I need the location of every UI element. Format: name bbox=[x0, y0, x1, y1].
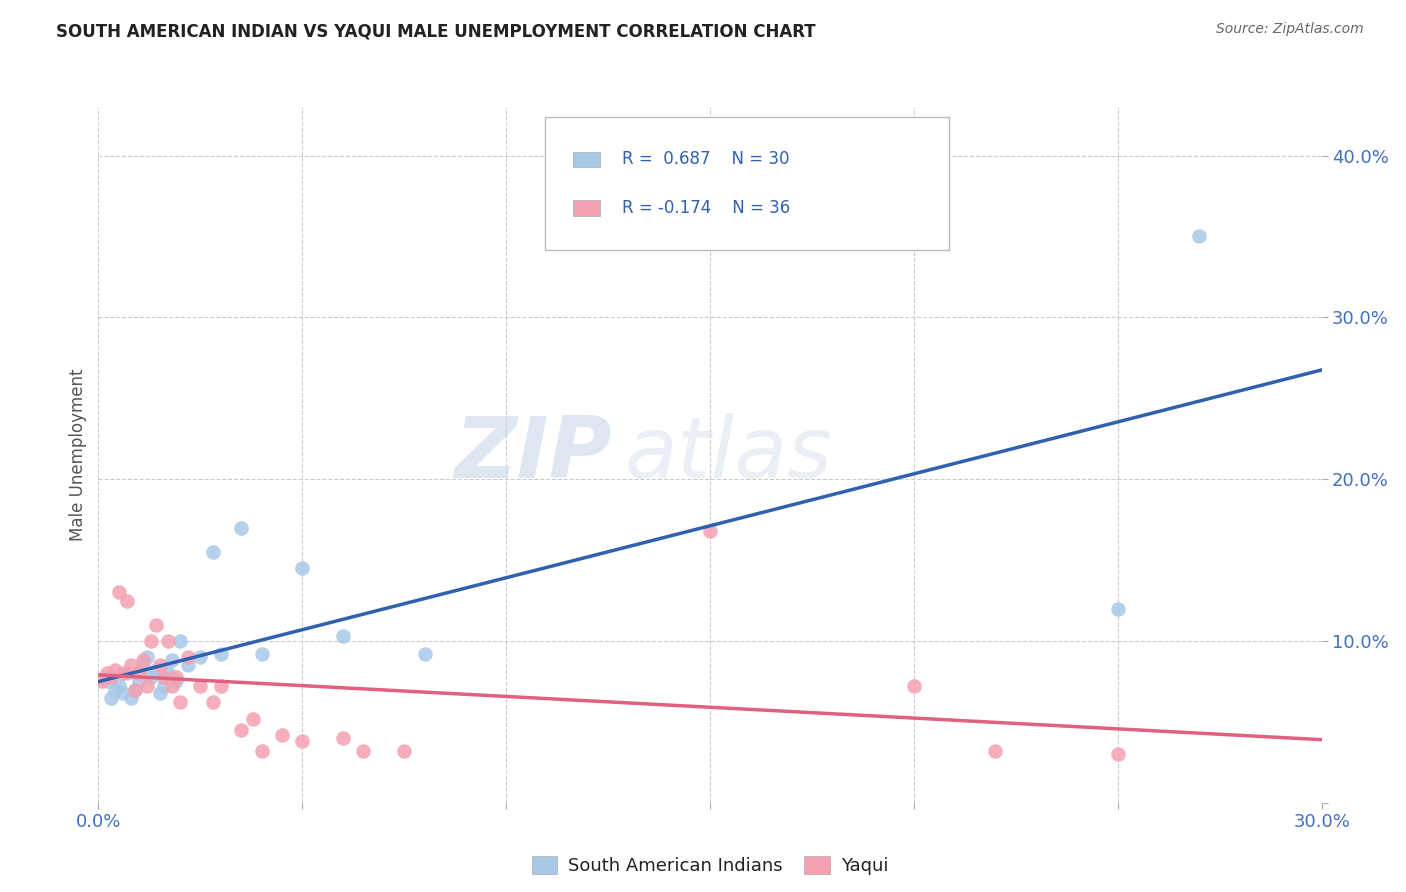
Point bbox=[699, 524, 721, 538]
Point bbox=[165, 670, 187, 684]
Legend: South American Indians, Yaqui: South American Indians, Yaqui bbox=[523, 847, 897, 884]
Point bbox=[111, 686, 134, 700]
Point bbox=[160, 653, 183, 667]
Point bbox=[291, 734, 314, 748]
Point bbox=[332, 629, 354, 643]
Point bbox=[242, 712, 264, 726]
Point bbox=[250, 647, 273, 661]
Point bbox=[231, 723, 253, 737]
Point bbox=[141, 670, 163, 684]
Point bbox=[96, 674, 118, 689]
Point bbox=[120, 658, 142, 673]
Point bbox=[108, 679, 131, 693]
Point bbox=[132, 653, 155, 667]
Point bbox=[104, 663, 127, 677]
Text: R = -0.174    N = 36: R = -0.174 N = 36 bbox=[621, 199, 790, 217]
Point bbox=[160, 679, 183, 693]
Point bbox=[169, 634, 191, 648]
Point bbox=[201, 696, 224, 710]
Point bbox=[124, 682, 146, 697]
Point bbox=[152, 670, 174, 684]
FancyBboxPatch shape bbox=[546, 118, 949, 250]
Point bbox=[413, 647, 436, 661]
Point bbox=[100, 670, 122, 684]
Point bbox=[128, 666, 150, 681]
Point bbox=[100, 690, 122, 705]
Point bbox=[108, 585, 131, 599]
Point bbox=[149, 658, 172, 673]
Point bbox=[141, 634, 163, 648]
Point bbox=[145, 617, 167, 632]
Text: R =  0.687    N = 30: R = 0.687 N = 30 bbox=[621, 150, 789, 169]
Point bbox=[231, 521, 253, 535]
Text: SOUTH AMERICAN INDIAN VS YAQUI MALE UNEMPLOYMENT CORRELATION CHART: SOUTH AMERICAN INDIAN VS YAQUI MALE UNEM… bbox=[56, 22, 815, 40]
Point bbox=[250, 744, 273, 758]
Point bbox=[104, 682, 127, 697]
Point bbox=[392, 744, 416, 758]
Point bbox=[188, 650, 212, 665]
Point bbox=[201, 545, 224, 559]
Point bbox=[352, 744, 374, 758]
Point bbox=[1107, 601, 1129, 615]
Point bbox=[1107, 747, 1129, 762]
Point bbox=[332, 731, 354, 745]
Point bbox=[115, 666, 138, 681]
Y-axis label: Male Unemployment: Male Unemployment bbox=[69, 368, 87, 541]
Point bbox=[96, 666, 118, 681]
Text: Source: ZipAtlas.com: Source: ZipAtlas.com bbox=[1216, 22, 1364, 37]
Point bbox=[903, 679, 925, 693]
Point bbox=[984, 744, 1007, 758]
Point bbox=[156, 634, 179, 648]
Bar bbox=[574, 152, 600, 167]
Point bbox=[291, 561, 314, 575]
Point bbox=[156, 666, 179, 681]
Point bbox=[169, 696, 191, 710]
Point bbox=[120, 690, 142, 705]
Point bbox=[136, 650, 159, 665]
Point bbox=[111, 666, 134, 681]
Point bbox=[124, 682, 146, 697]
Point bbox=[132, 658, 155, 673]
Bar bbox=[574, 201, 600, 216]
Point bbox=[115, 593, 138, 607]
Point bbox=[145, 663, 167, 677]
Point bbox=[1188, 229, 1211, 244]
Point bbox=[149, 686, 172, 700]
Point bbox=[136, 679, 159, 693]
Point bbox=[177, 658, 200, 673]
Text: atlas: atlas bbox=[624, 413, 832, 497]
Point bbox=[270, 728, 294, 742]
Point bbox=[128, 674, 150, 689]
Point bbox=[209, 679, 232, 693]
Point bbox=[91, 674, 114, 689]
Point bbox=[209, 647, 232, 661]
Point bbox=[152, 679, 174, 693]
Point bbox=[165, 674, 187, 689]
Point bbox=[177, 650, 200, 665]
Point bbox=[188, 679, 212, 693]
Text: ZIP: ZIP bbox=[454, 413, 612, 497]
